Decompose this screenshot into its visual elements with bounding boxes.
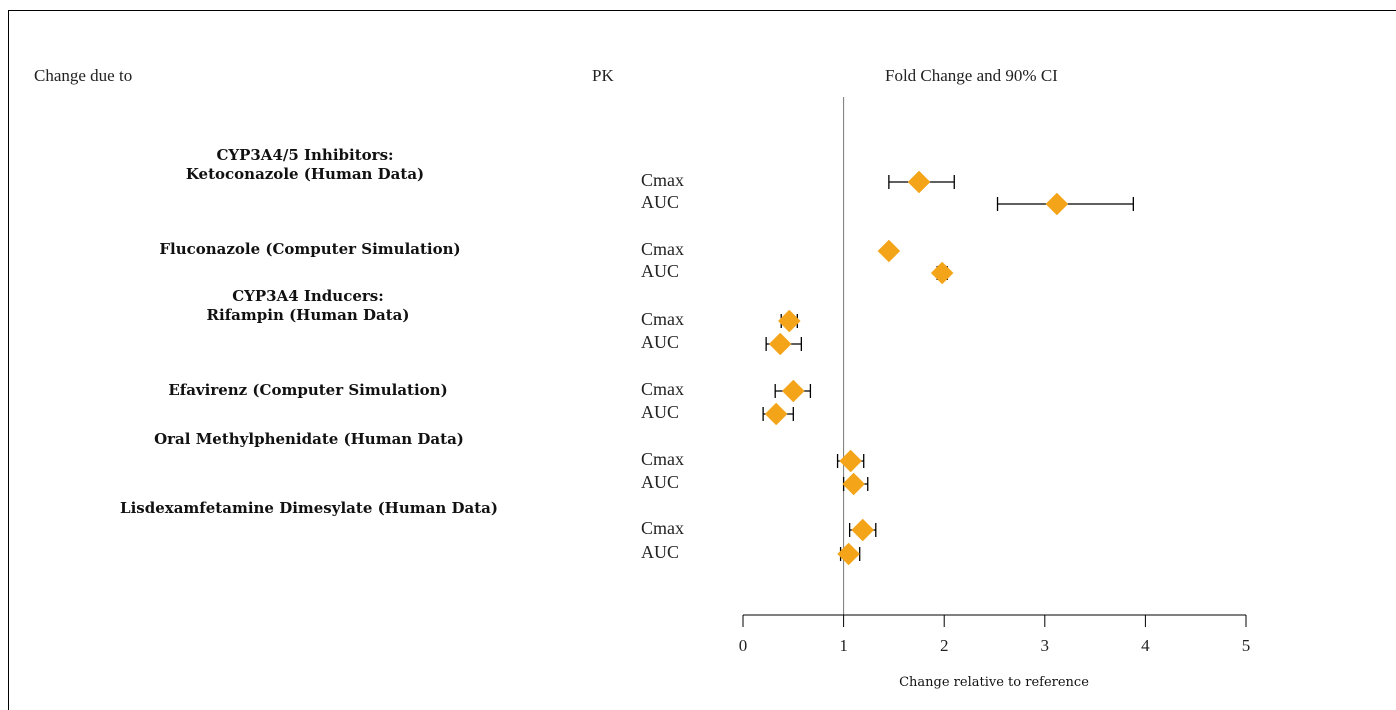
group-label-line: CYP3A4/5 Inhibitors: xyxy=(216,146,394,164)
group-label-efavirenz: Efavirenz (Computer Simulation) xyxy=(168,381,447,400)
pk-label: AUC xyxy=(641,472,680,492)
group-label-methylphenidate: Oral Methylphenidate (Human Data) xyxy=(154,430,464,449)
estimate-marker xyxy=(1045,192,1069,216)
x-tick-label: 3 xyxy=(1041,636,1050,655)
estimate-marker xyxy=(907,170,931,194)
group-label-line: Ketoconazole (Human Data) xyxy=(185,165,425,183)
estimate-marker xyxy=(842,472,866,496)
estimate-marker xyxy=(930,261,954,285)
pk-label: Cmax xyxy=(641,309,684,329)
group-label-ketoconazole: CYP3A4/5 Inhibitors: Ketoconazole (Human… xyxy=(186,146,424,184)
pk-label: AUC xyxy=(641,332,680,352)
x-tick-label: 4 xyxy=(1141,636,1150,655)
pk-label: Cmax xyxy=(641,518,684,538)
header-pk: PK xyxy=(592,66,614,85)
x-tick-label: 1 xyxy=(839,636,848,655)
x-tick-label: 5 xyxy=(1242,636,1251,655)
pk-label: AUC xyxy=(641,542,680,562)
x-axis-label: Change relative to reference xyxy=(899,675,1089,690)
estimate-marker xyxy=(764,402,788,426)
group-label-line: Oral Methylphenidate (Human Data) xyxy=(154,430,464,448)
estimate-marker xyxy=(777,309,801,333)
group-label-line: Lisdexamfetamine Dimesylate (Human Data) xyxy=(120,499,498,517)
chart-title: Fold Change and 90% CI xyxy=(885,66,1058,85)
figure-frame xyxy=(8,10,1396,710)
x-tick-label: 2 xyxy=(940,636,949,655)
pk-label: AUC xyxy=(641,261,680,281)
estimate-marker xyxy=(839,449,862,473)
pk-label: Cmax xyxy=(641,379,684,399)
estimate-marker xyxy=(768,332,792,356)
x-tick-label: 0 xyxy=(739,636,748,655)
pk-label: Cmax xyxy=(641,449,684,469)
pk-label: AUC xyxy=(641,402,680,422)
group-label-fluconazole: Fluconazole (Computer Simulation) xyxy=(159,240,460,259)
group-label-line: Fluconazole (Computer Simulation) xyxy=(159,240,461,258)
pk-label: Cmax xyxy=(641,170,684,190)
pk-label: Cmax xyxy=(641,239,684,259)
estimate-marker xyxy=(837,542,860,566)
group-label-line: CYP3A4 Inducers: xyxy=(232,287,384,305)
group-label-line: Rifampin (Human Data) xyxy=(206,306,410,324)
estimate-marker xyxy=(781,379,805,403)
group-label-line: Efavirenz (Computer Simulation) xyxy=(168,381,448,399)
estimate-marker xyxy=(877,239,901,263)
group-label-lisdexamfetamine: Lisdexamfetamine Dimesylate (Human Data) xyxy=(120,499,498,518)
group-label-rifampin: CYP3A4 Inducers: Rifampin (Human Data) xyxy=(207,287,410,325)
header-change-due-to: Change due to xyxy=(34,66,133,85)
estimate-marker xyxy=(851,518,875,542)
pk-label: AUC xyxy=(641,192,680,212)
